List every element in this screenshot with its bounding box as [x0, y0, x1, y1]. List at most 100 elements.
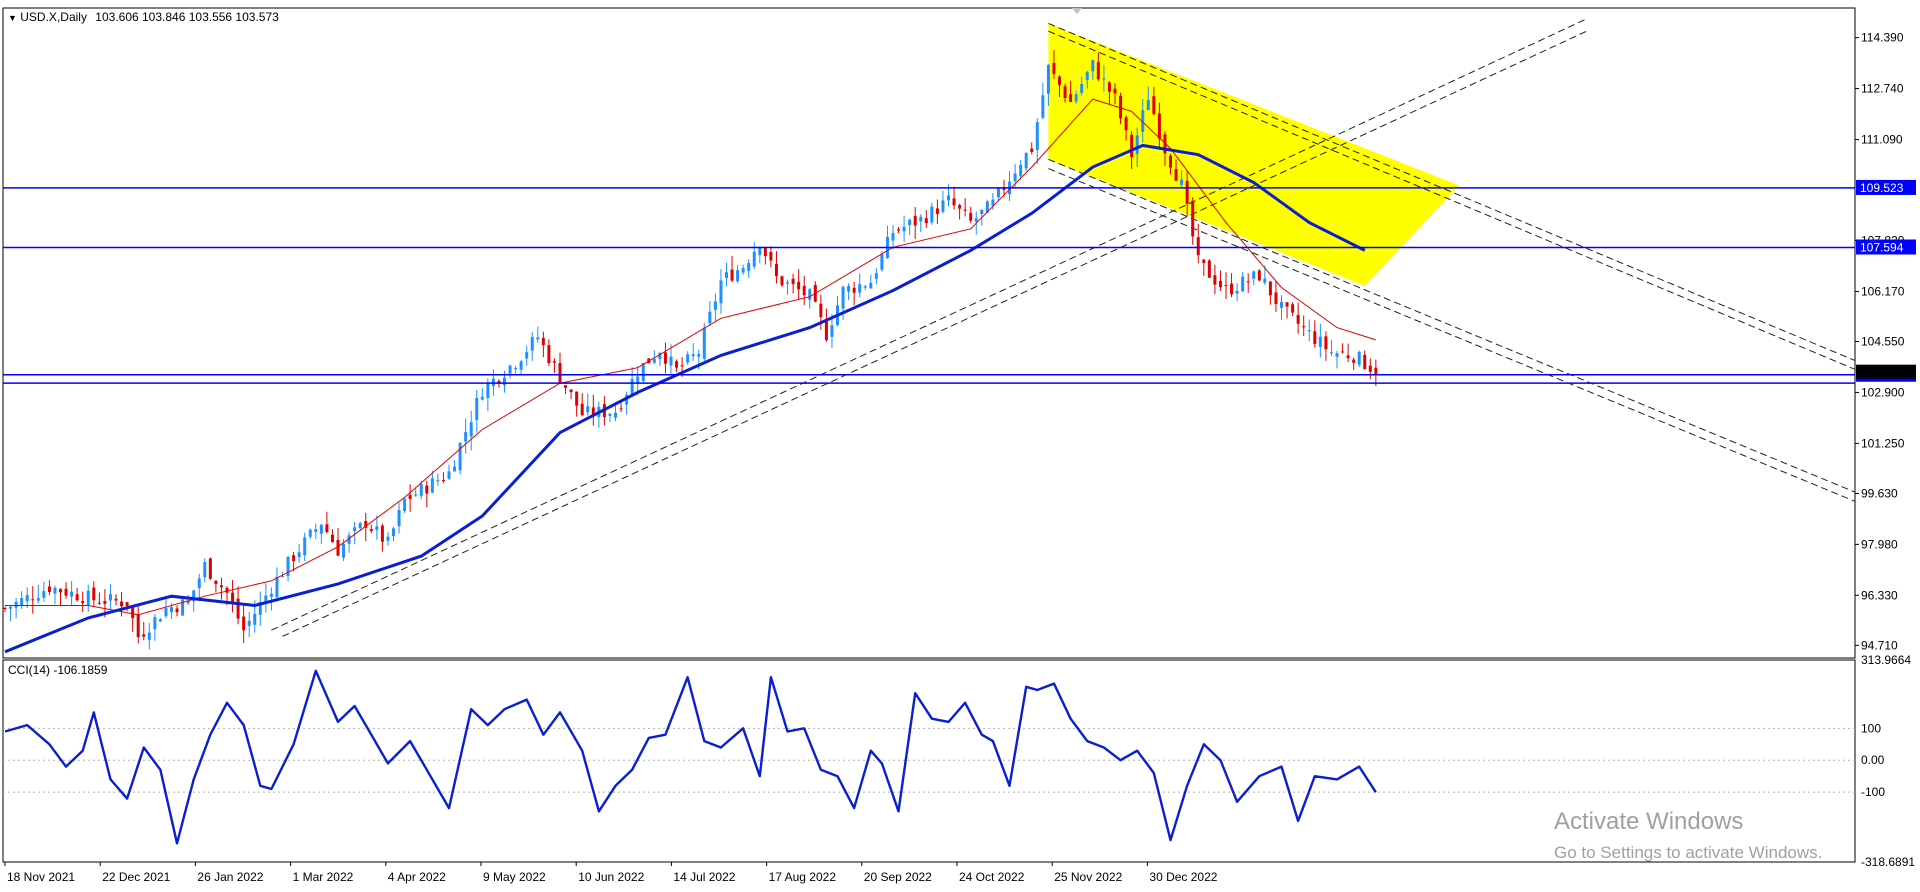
- candle-body: [1213, 275, 1217, 285]
- candle-body: [636, 376, 640, 384]
- date-label: 1 Mar 2022: [293, 870, 354, 884]
- candle-body: [364, 520, 368, 528]
- candle-body: [1107, 82, 1111, 92]
- candle-body: [1329, 352, 1333, 354]
- candle-body: [697, 354, 701, 357]
- candle-body: [1318, 336, 1322, 347]
- trendline: [282, 30, 1587, 637]
- candle-body: [725, 272, 728, 279]
- candle-body: [70, 591, 74, 597]
- trendline-group: [271, 18, 1855, 637]
- candle-body: [819, 303, 823, 318]
- candle-body: [702, 327, 706, 359]
- level-price-label: 109.523: [1860, 181, 1904, 195]
- candle-body: [1080, 84, 1084, 93]
- level-price-badge: [1856, 179, 1916, 195]
- candle-body: [791, 278, 795, 285]
- price-tick-label: 101.250: [1861, 436, 1905, 450]
- price-tick-label: 106.170: [1861, 284, 1905, 298]
- candle-body: [1030, 148, 1034, 153]
- candle-body: [231, 592, 235, 604]
- candle-body: [281, 576, 284, 578]
- candle-body: [297, 552, 301, 558]
- candle-body: [425, 485, 429, 494]
- candle-body: [319, 524, 323, 534]
- trendline: [1048, 22, 1855, 362]
- candle-body: [591, 407, 595, 417]
- candle-body: [9, 606, 13, 609]
- candle-body: [403, 498, 407, 511]
- candle-body: [1141, 110, 1145, 132]
- candle-body: [1146, 100, 1150, 111]
- candle-body: [1235, 290, 1239, 294]
- candle-body: [308, 529, 312, 537]
- candle-body: [1224, 285, 1228, 287]
- candle-body: [808, 289, 812, 300]
- candle-body: [1024, 152, 1028, 169]
- trendline: [1048, 158, 1855, 493]
- trendline: [1048, 30, 1855, 370]
- candle-body: [525, 352, 529, 359]
- candle-body: [991, 199, 995, 206]
- candle-body: [59, 589, 62, 593]
- candle-body: [380, 525, 384, 542]
- candle-body: [353, 527, 357, 532]
- price-tick-label: 112.740: [1861, 82, 1904, 96]
- candle-body: [980, 209, 984, 215]
- candle-body: [541, 338, 545, 346]
- candle-body: [897, 229, 901, 231]
- date-label: 18 Nov 2021: [7, 870, 75, 884]
- candle-body: [214, 580, 218, 585]
- candle-body: [170, 607, 173, 613]
- candle-body: [769, 251, 773, 261]
- candle-body: [630, 378, 634, 396]
- cci-tick-label: 313.9664: [1861, 653, 1911, 667]
- candle-body: [575, 391, 579, 406]
- candle-body: [952, 198, 956, 206]
- price-tick-label: 104.550: [1861, 334, 1905, 348]
- ma-fast-line: [5, 98, 1376, 616]
- candle-body: [786, 282, 790, 284]
- candle-body: [1218, 280, 1222, 288]
- candle-body: [131, 606, 135, 619]
- candle-body: [874, 273, 878, 279]
- activation-watermark-title: Activate Windows: [1554, 808, 1744, 835]
- candle-body: [1002, 187, 1006, 191]
- cci-tick-label: -100: [1861, 785, 1885, 799]
- date-label: 20 Sep 2022: [864, 870, 932, 884]
- candle-body: [303, 537, 307, 556]
- price-tick-label: 102.900: [1861, 385, 1905, 399]
- candle-body: [619, 408, 623, 410]
- candle-body: [203, 562, 207, 578]
- level-price-badge: [1856, 239, 1916, 255]
- candle-body: [519, 361, 523, 370]
- candle-body: [1135, 135, 1139, 155]
- price-tick-label: 114.390: [1861, 31, 1904, 45]
- candle-body: [1285, 302, 1289, 307]
- candle-body: [414, 494, 418, 496]
- candle-body: [1335, 353, 1339, 357]
- date-label: 14 Jul 2022: [673, 870, 735, 884]
- candle-body: [1169, 155, 1172, 168]
- candle-body: [614, 412, 617, 418]
- candle-body: [358, 523, 362, 529]
- candle-body: [247, 620, 251, 626]
- candle-body: [847, 286, 851, 292]
- candle-body: [1352, 359, 1356, 363]
- menu-triangle-icon[interactable]: ▼: [8, 13, 17, 23]
- candle-body: [292, 555, 296, 561]
- candle-body: [891, 233, 895, 241]
- candle-body: [258, 601, 262, 615]
- candle-body: [253, 613, 257, 625]
- candle-body: [225, 587, 229, 593]
- symbol-label: USD.X,Daily: [20, 10, 87, 24]
- candle-body: [491, 378, 495, 387]
- candle-body: [996, 188, 1000, 198]
- candle-body: [741, 267, 745, 273]
- cci-tick-label: -318.6891: [1861, 855, 1915, 869]
- candle-body: [552, 361, 556, 363]
- candle-body: [125, 602, 129, 607]
- candle-body: [397, 509, 401, 527]
- candle-body: [1046, 64, 1050, 94]
